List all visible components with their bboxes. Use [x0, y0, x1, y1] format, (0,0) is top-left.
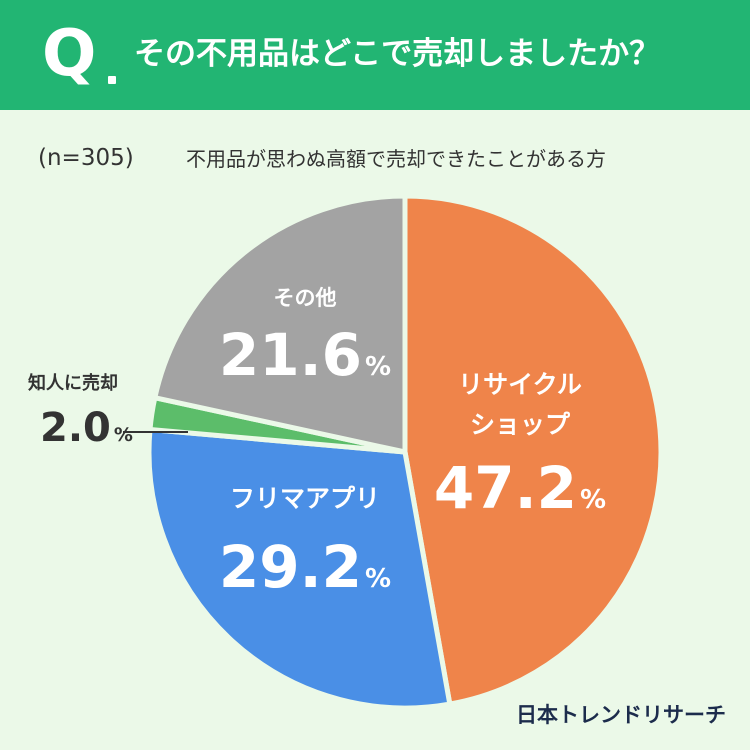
slice-label-3-line-1: 知人に売却 — [28, 372, 118, 394]
slice-value-number-2: 29.2 — [219, 533, 362, 601]
slice-value-4: 21.6% — [219, 321, 391, 389]
pie-slice-2 — [146, 427, 453, 711]
slice-value-unit-1: % — [580, 485, 606, 515]
pie-slice-4 — [152, 193, 408, 455]
slice-label-4-line-1: その他 — [274, 286, 337, 310]
slice-value-unit-3: % — [114, 424, 133, 446]
slice-label-2-line-1: フリマアプリ — [230, 484, 380, 513]
pie-slice-1 — [402, 193, 664, 707]
slice-value-2: 29.2% — [219, 533, 391, 601]
slice-value-unit-4: % — [365, 352, 391, 382]
q-letter: Q — [42, 17, 97, 91]
slice-value-number-3: 2.0 — [40, 405, 111, 451]
slice-value-number-4: 21.6 — [219, 321, 362, 389]
q-dot — [108, 76, 116, 84]
chart-subtitle: 不用品が思わぬ高額で売却できたことがある方 — [186, 147, 606, 171]
slice-value-unit-2: % — [365, 564, 391, 594]
header-banner: Q その不用品はどこで売却しましたか？ — [0, 0, 750, 110]
slice-value-1: 47.2% — [434, 454, 606, 522]
slice-label-1-line-2: ショップ — [470, 410, 571, 439]
slice-value-number-1: 47.2 — [434, 454, 577, 522]
slice-value-3: 2.0% — [40, 405, 133, 451]
slice-label-1-line-1: リサイクル — [458, 370, 582, 399]
question-title: その不用品はどこで売却しましたか？ — [134, 36, 661, 72]
sample-size: (n=305) — [38, 145, 134, 171]
brand-logo: 日本トレンドリサーチ — [516, 703, 726, 727]
